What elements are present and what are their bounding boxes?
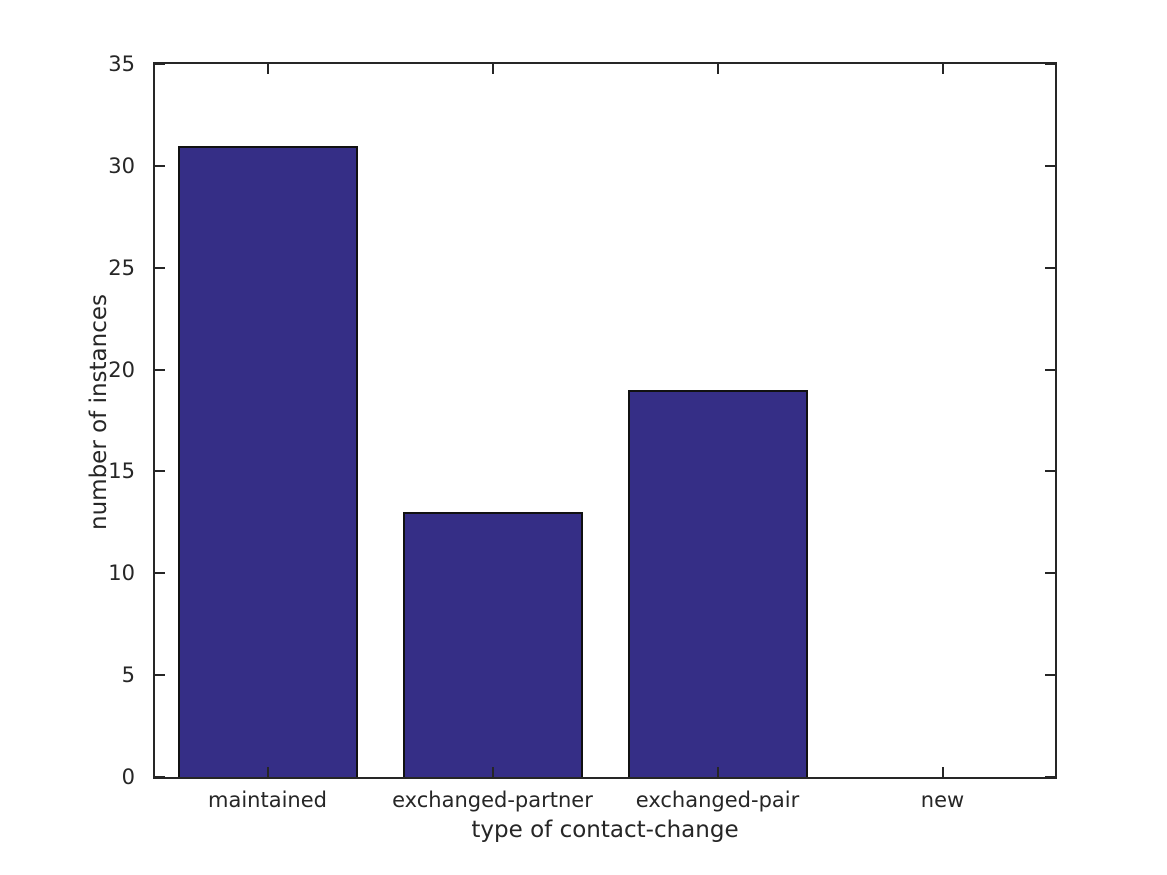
y-tick-left	[155, 164, 165, 167]
x-axis-label: type of contact-change	[471, 817, 739, 843]
y-tick-left	[155, 572, 165, 575]
x-tick-top	[491, 64, 494, 74]
y-tick-left	[155, 368, 165, 371]
y-tick-left	[155, 674, 165, 677]
y-tick-label: 10	[108, 561, 135, 586]
x-tick-label: exchanged-pair	[635, 788, 800, 812]
y-tick-label: 20	[108, 357, 135, 382]
y-tick-left	[155, 63, 165, 65]
y-tick-label: 35	[108, 52, 135, 76]
plot-area	[153, 62, 1057, 779]
y-tick-right	[1045, 572, 1055, 575]
x-tick-bottom	[941, 767, 944, 777]
y-tick-label: 0	[121, 765, 135, 789]
x-tick-label: exchanged-partner	[392, 788, 593, 812]
x-tick-top	[266, 64, 269, 74]
x-tick-top	[716, 64, 719, 74]
y-tick-label: 25	[108, 255, 135, 280]
y-tick-left	[155, 266, 165, 269]
y-tick-right	[1045, 470, 1055, 473]
y-tick-left	[155, 470, 165, 473]
x-tick-bottom	[716, 767, 719, 777]
y-tick-label: 5	[121, 663, 135, 688]
x-tick-bottom	[266, 767, 269, 777]
y-axis-label: number of instances	[86, 294, 112, 530]
y-tick-label: 30	[108, 153, 135, 178]
y-tick-right	[1045, 776, 1055, 778]
y-tick-label: 15	[108, 459, 135, 484]
y-tick-left	[155, 776, 165, 778]
x-tick-top	[941, 64, 944, 74]
x-tick-label: maintained	[208, 788, 327, 812]
x-tick-bottom	[491, 767, 494, 777]
x-tick-label: new	[920, 788, 965, 812]
y-tick-right	[1045, 266, 1055, 269]
bar-maintained	[177, 145, 358, 777]
bar-exchanged-pair	[627, 389, 808, 777]
y-tick-right	[1045, 164, 1055, 167]
y-tick-right	[1045, 63, 1055, 65]
y-tick-right	[1045, 674, 1055, 677]
bar-exchanged-partner	[402, 512, 583, 777]
y-tick-right	[1045, 368, 1055, 371]
